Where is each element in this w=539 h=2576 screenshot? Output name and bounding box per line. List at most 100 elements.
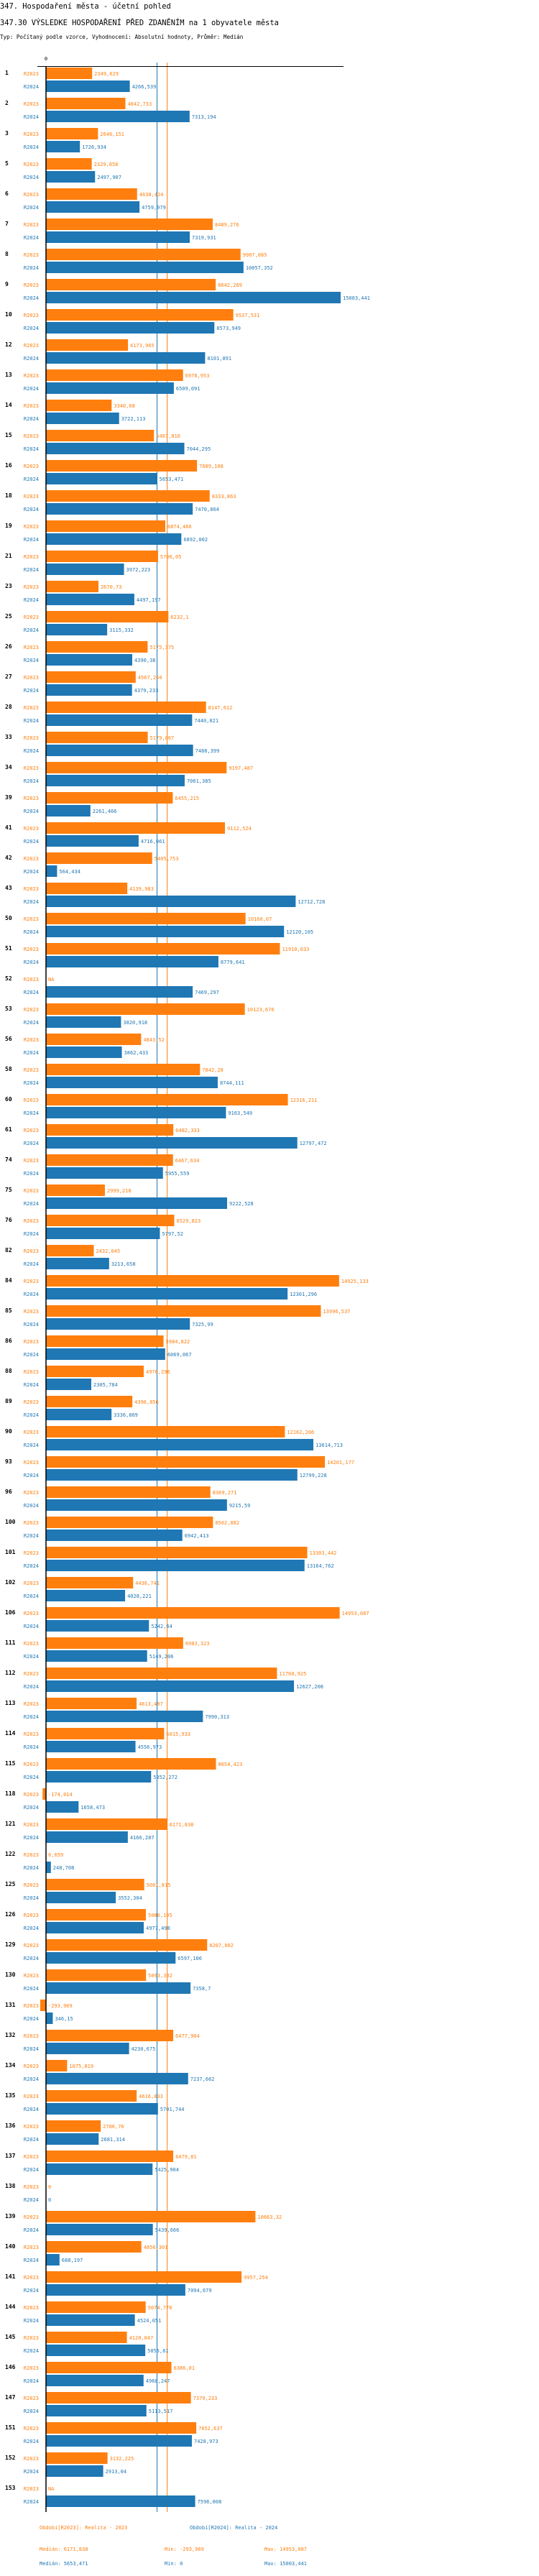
bar-R2023-10 (46, 309, 234, 321)
category-label: 90 (5, 1428, 12, 1435)
value-label: 7044,295 (186, 446, 211, 452)
series-label: R2023 (24, 947, 39, 952)
category-label: 56 (5, 1036, 12, 1042)
bar-R2024-6 (46, 201, 140, 213)
value-label: 4977,498 (146, 1926, 170, 1931)
series-label: R2024 (24, 1443, 39, 1448)
series-label: R2023 (24, 132, 39, 137)
bar-R2024-2 (46, 111, 190, 122)
series-label: R2024 (24, 295, 39, 301)
category-label: 12 (5, 341, 12, 348)
bar-R2024-41 (46, 835, 139, 847)
value-label: 4436,741 (135, 1581, 160, 1586)
bar-R2024-134 (46, 2073, 188, 2084)
bar-R2024-96 (46, 1499, 227, 1511)
bar-R2023-76 (46, 1215, 175, 1226)
value-label: 6069,067 (167, 1352, 192, 1358)
category-label: 85 (5, 1307, 12, 1314)
series-label: R2024 (24, 114, 39, 120)
category-label: 122 (5, 1851, 16, 1857)
series-label: R2024 (24, 2167, 39, 2173)
bar-R2024-86 (46, 1348, 165, 1360)
series-label: R2023 (24, 2003, 39, 2009)
value-label: 6477,904 (175, 2033, 200, 2039)
bar-R2023-146 (46, 2362, 172, 2373)
bar-R2024-118 (46, 1801, 79, 1813)
bar-R2024-76 (46, 1228, 160, 1239)
series-label: R2023 (24, 1611, 39, 1616)
series-label: R2023 (24, 1973, 39, 1979)
bar-R2024-135 (46, 2103, 158, 2115)
value-label: 4396,856 (134, 1399, 159, 1405)
category-label: 106 (5, 1609, 16, 1616)
bar-R2024-145 (46, 2345, 146, 2356)
bar-R2023-42 (46, 852, 152, 864)
value-label: 7689,108 (199, 464, 224, 469)
bar-R2024-23 (46, 594, 134, 605)
series-label: R2024 (24, 1775, 39, 1780)
value-label: 5352,272 (153, 1775, 178, 1780)
bar-R2024-19 (46, 533, 182, 545)
value-label: 4173,965 (130, 343, 155, 349)
category-label: 112 (5, 1670, 16, 1676)
value-label: 6479,81 (175, 2154, 197, 2160)
series-label: R2023 (24, 524, 39, 530)
value-label: 7358,7 (193, 1986, 211, 1992)
value-label: 5074,778 (148, 2305, 172, 2311)
series-label: R2024 (24, 1050, 39, 1056)
series-label: R2024 (24, 567, 39, 573)
value-label: 6171,838 (170, 1822, 194, 1828)
category-label: 129 (5, 1941, 16, 1948)
value-label: 7842,28 (202, 1067, 224, 1073)
value-label: 9957,254 (244, 2275, 268, 2281)
chart-marks: 1 R2023 2349,629 R2024 4266,539 2 R2023 4042,73… (5, 63, 370, 2512)
category-label: 126 (5, 1911, 16, 1918)
category-label: 26 (5, 643, 12, 650)
series-label: R2024 (24, 1744, 39, 1750)
series-label: R2023 (24, 1279, 39, 1284)
bar-R2023-132 (46, 2030, 174, 2041)
value-label: 8101,891 (207, 356, 231, 362)
series-label: R2023 (24, 554, 39, 560)
category-label: 82 (5, 1247, 12, 1254)
value-label: 2786,76 (103, 2124, 124, 2130)
series-label: R2023 (24, 584, 39, 590)
bar-R2024-8 (46, 262, 244, 273)
series-label: R2023 (24, 162, 39, 167)
value-label: 3340,68 (114, 403, 135, 409)
series-label: R2023 (24, 1671, 39, 1677)
series-label: R2023 (24, 1550, 39, 1556)
series-label: R2024 (24, 839, 39, 845)
category-label: 76 (5, 1217, 12, 1223)
bar-R2023-8 (46, 249, 241, 260)
series-label: R2024 (24, 960, 39, 965)
value-label: 1726,934 (82, 144, 106, 150)
series-label: R2023 (24, 1822, 39, 1828)
category-label: 53 (5, 1006, 12, 1012)
series-label: R2024 (24, 2499, 39, 2505)
bar-R2023-111 (46, 1637, 183, 1649)
series-label: R2024 (24, 1503, 39, 1509)
value-label: 9163,549 (228, 1110, 252, 1116)
value-label: 9215,59 (229, 1503, 251, 1509)
value-label: 4556,973 (138, 1744, 162, 1750)
bar-R2024-139 (46, 2224, 153, 2235)
value-label: 12799,228 (300, 1473, 327, 1478)
bar-R2023-90 (46, 1426, 285, 1438)
series-label: R2023 (24, 1490, 39, 1496)
bar-R2024-5 (46, 171, 96, 183)
bar-R2023-118 (42, 1788, 46, 1800)
value-label: 6074,466 (167, 524, 192, 530)
series-label: R2023 (24, 1007, 39, 1013)
bar-R2024-121 (46, 1831, 128, 1843)
bar-R2024-52 (46, 986, 193, 998)
series-label: R2023 (24, 1460, 39, 1466)
r2023-min: Min: -293,969 (165, 2547, 204, 2552)
value-label: 10663,32 (257, 2214, 282, 2220)
bar-R2024-151 (46, 2435, 193, 2447)
value-label: 12162,206 (287, 1430, 314, 1435)
bar-R2023-61 (46, 1124, 174, 1136)
series-label: R2023 (24, 2245, 39, 2250)
category-label: 100 (5, 1519, 16, 1525)
category-label: 146 (5, 2364, 16, 2370)
